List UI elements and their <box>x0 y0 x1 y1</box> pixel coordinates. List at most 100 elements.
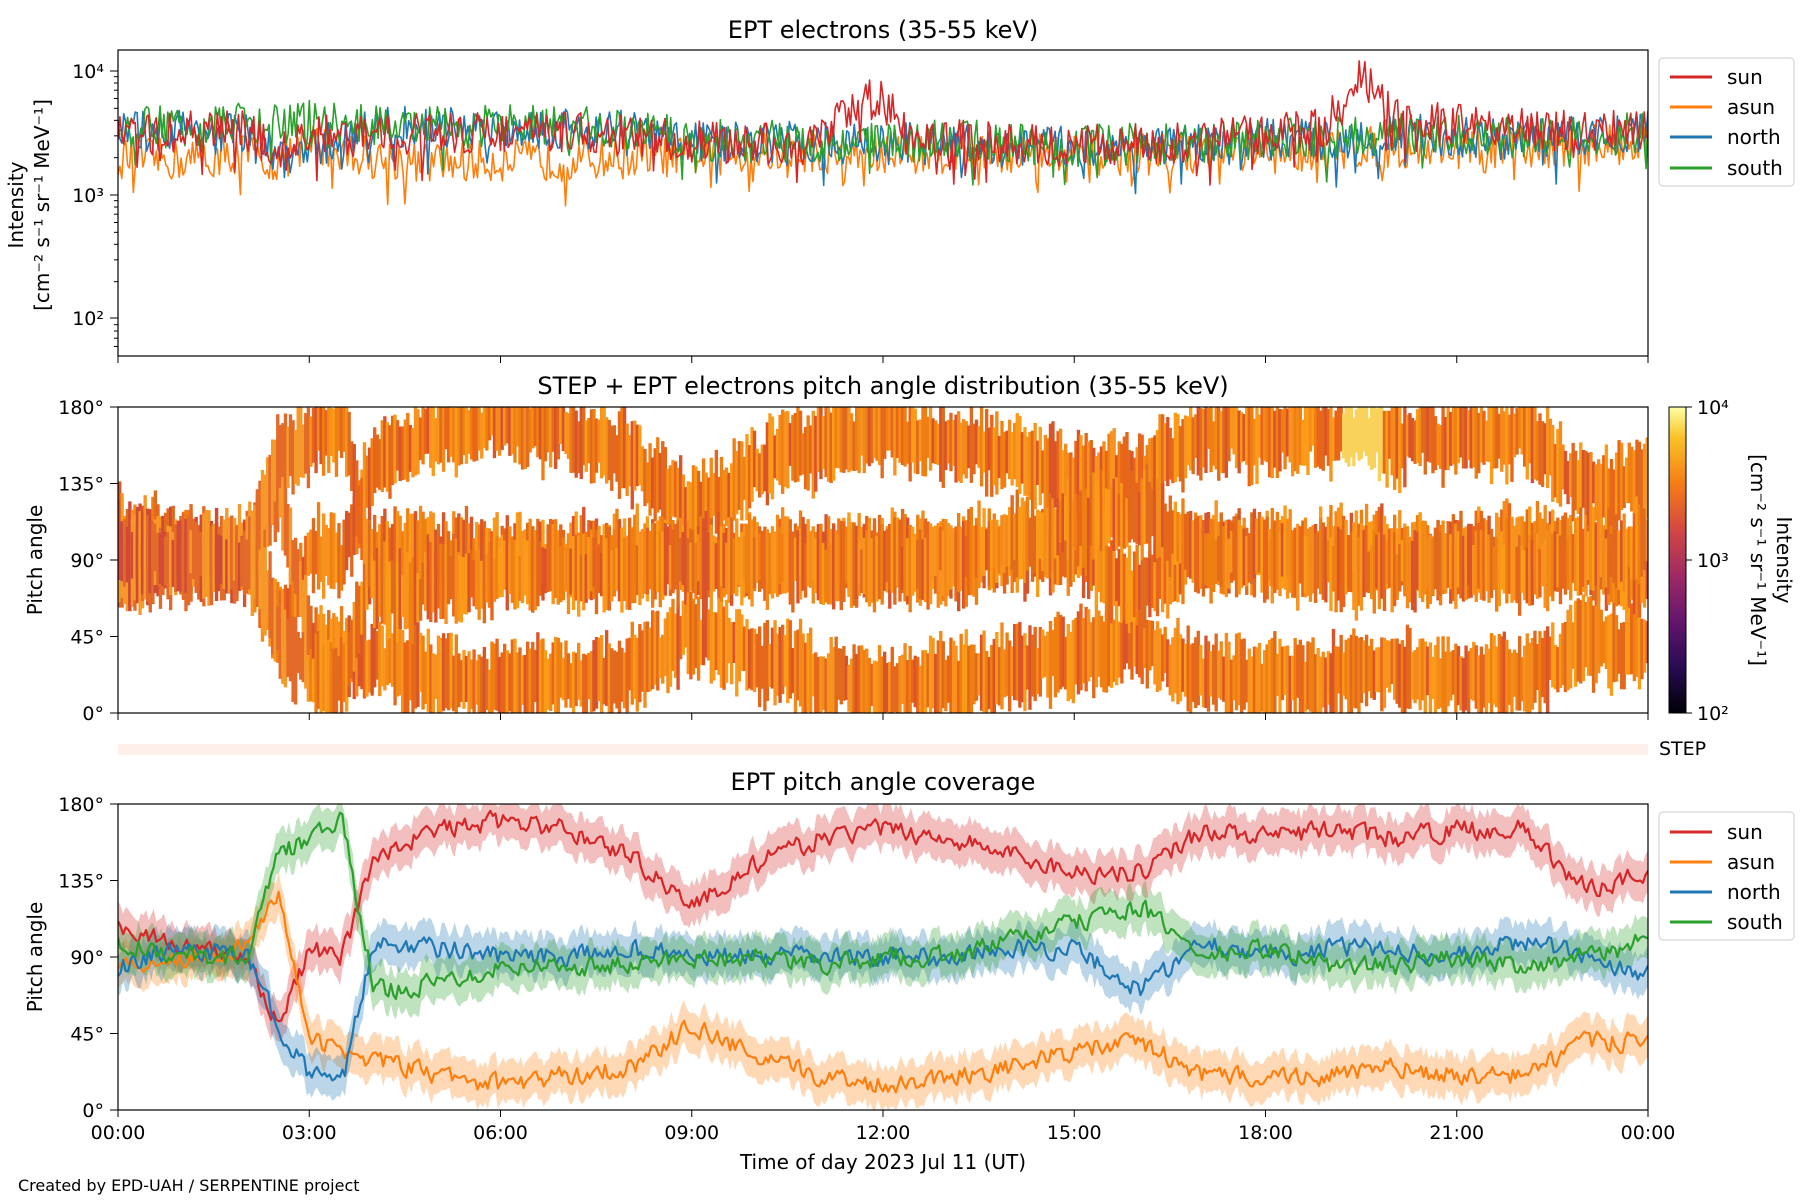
pad-cell-south <box>1074 494 1078 551</box>
pad-cell-asun <box>696 596 701 681</box>
pad-cell-south <box>1064 496 1068 541</box>
pad-cell-sun <box>1252 418 1257 466</box>
pad-cell-sun <box>301 556 305 600</box>
pad-cell-south <box>628 542 632 610</box>
pad-cell-asun <box>740 614 744 671</box>
pad-cell-asun <box>1617 629 1621 674</box>
pad-cell-sun <box>564 411 568 454</box>
pad-cell-asun <box>1079 603 1083 691</box>
pad-cell-sun <box>694 466 698 553</box>
pad-cell-south <box>584 554 588 603</box>
pad-cell-south <box>148 509 152 594</box>
pad-cell-asun <box>1150 620 1155 667</box>
pad-cell-sun <box>472 407 476 462</box>
pad-cell-north <box>352 602 356 672</box>
pad-cell-asun <box>1607 615 1611 689</box>
pad-cell-south <box>1538 549 1542 598</box>
pad-cell-south <box>1579 507 1583 596</box>
pad-cell-asun <box>1495 646 1499 708</box>
pad-cell-asun <box>875 661 879 713</box>
pad-cell-south <box>1569 525 1573 598</box>
pad-cell-asun <box>1010 646 1014 696</box>
pad-cell-north <box>1104 535 1109 621</box>
pad-cell-asun <box>1393 638 1397 700</box>
pad-cell-south <box>1005 515 1009 567</box>
pad-cell-south <box>1194 518 1198 593</box>
pad-cell-south <box>163 536 168 586</box>
pad-cell-asun <box>826 653 831 713</box>
pad-cell-asun <box>475 660 479 705</box>
pad-cell-sun <box>1222 407 1226 474</box>
pad-cell-sun <box>536 407 540 458</box>
pad-cell-sun <box>640 446 645 492</box>
pad-cell-south <box>1507 527 1512 594</box>
pad-cell-sun <box>1046 438 1050 514</box>
pad-cell-sun <box>1502 411 1506 465</box>
pad-cell-asun <box>1637 602 1642 690</box>
pad-cell-south <box>1008 507 1012 566</box>
pad-cell-asun <box>1008 640 1012 712</box>
pad-cell-asun <box>1176 617 1180 705</box>
pad-cell-sun <box>620 407 624 489</box>
pad-cell-asun <box>1525 633 1529 713</box>
pad-cell-south <box>1196 523 1200 594</box>
pad-cell-asun <box>679 615 683 660</box>
pad-cell-south <box>668 545 673 590</box>
pad-cell-sun <box>1446 407 1450 471</box>
pad-cell-south <box>1472 545 1476 595</box>
pad-cell-asun <box>1474 645 1478 709</box>
pad-cell-north <box>278 590 282 679</box>
pad-cell-asun <box>1013 624 1017 701</box>
panel2-y-ticks: 180°135°90°45°0° <box>58 397 118 725</box>
pad-cell-sun <box>1375 408 1379 453</box>
pad-cell-sun <box>526 407 530 467</box>
pad-cell-south <box>194 532 198 593</box>
pad-cell-south <box>528 539 532 611</box>
pad-cell-south <box>1260 516 1264 593</box>
pad-cell-asun <box>1196 630 1200 706</box>
pad-cell-north <box>378 524 382 568</box>
pad-cell-sun <box>446 407 451 463</box>
pad-cell-south <box>556 534 560 603</box>
pad-cell-south <box>676 520 680 609</box>
pad-cell-sun <box>1362 407 1366 452</box>
pad-cell-south <box>1033 515 1037 574</box>
pad-cell-south <box>1553 531 1558 592</box>
pad-cell-south <box>1168 495 1172 577</box>
pad-cell-asun <box>911 659 915 703</box>
pad-cell-south <box>406 552 410 629</box>
pad-cell-asun <box>916 657 920 713</box>
pad-cell-sun <box>1479 407 1484 463</box>
pad-cell-asun <box>1574 600 1578 687</box>
pad-cell-south <box>622 537 627 601</box>
pad-cell-south <box>1263 519 1267 603</box>
pad-cell-asun <box>1533 630 1537 703</box>
pad-cell-asun <box>362 620 367 699</box>
pad-cell-asun <box>429 644 433 713</box>
pad-cell-north <box>480 519 484 589</box>
pad-cell-asun <box>651 610 655 690</box>
pad-cell-south <box>281 423 285 477</box>
pad-cell-asun <box>454 634 458 713</box>
pad-cell-south <box>939 526 943 571</box>
pad-cell-south <box>903 515 907 602</box>
pad-cell-sun <box>709 457 713 527</box>
pad-cell-sun <box>1489 407 1494 485</box>
pad-cell-asun <box>895 663 900 713</box>
pad-cell-asun <box>543 650 548 713</box>
pad-cell-asun <box>885 663 889 713</box>
pad-cell-south <box>997 527 1002 574</box>
pad-cell-south <box>1028 517 1032 562</box>
pad-cell-south <box>1214 539 1218 584</box>
pad-cell-south <box>651 523 655 608</box>
pad-cell-south <box>775 514 780 597</box>
pad-cell-south <box>1316 533 1320 589</box>
pad-cell-south <box>416 573 420 623</box>
pad-cell-asun <box>1551 622 1555 688</box>
pad-cell-asun <box>714 612 719 671</box>
pad-cell-south <box>232 518 237 581</box>
pad-cell-north <box>1097 528 1101 593</box>
pad-cell-south <box>1132 491 1137 543</box>
pad-cell-sun <box>701 458 706 543</box>
y-tick-label: 0° <box>82 703 104 725</box>
